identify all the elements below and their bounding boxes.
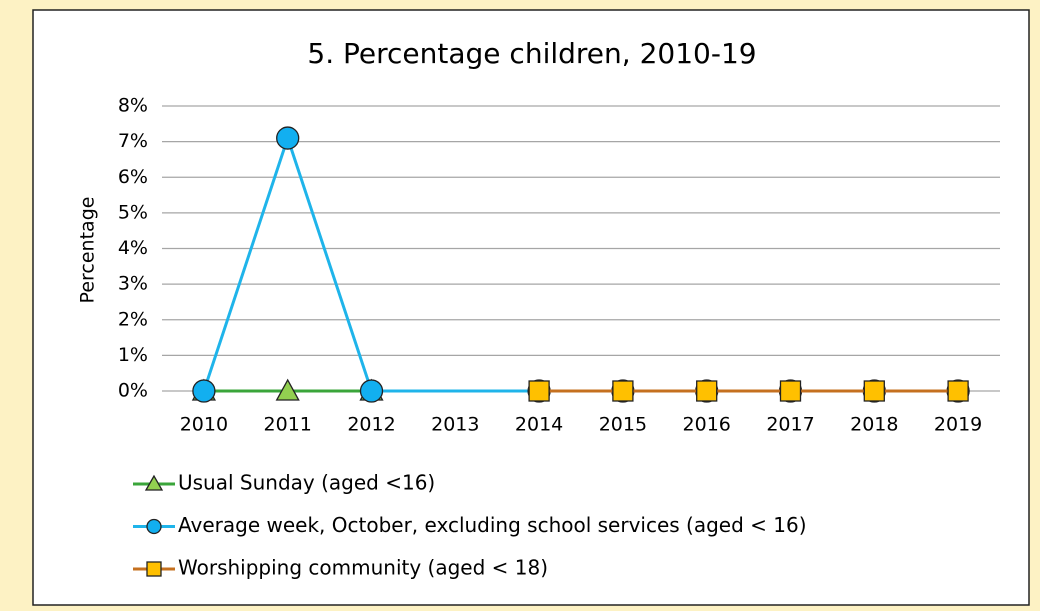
series-marker xyxy=(359,379,384,403)
legend-marker xyxy=(146,561,162,577)
legend-label: Usual Sunday (aged <16) xyxy=(178,471,435,495)
series-marker xyxy=(192,379,216,403)
series-marker xyxy=(779,380,802,402)
x-tick-label: 2017 xyxy=(766,414,814,436)
x-tick-label: 2018 xyxy=(850,414,898,436)
y-tick-label: 2% xyxy=(118,308,148,330)
x-tick-label: 2015 xyxy=(599,414,647,436)
x-tick-label: 2013 xyxy=(431,414,479,436)
y-tick-label: 1% xyxy=(118,344,148,366)
legend-label: Average week, October, excluding school … xyxy=(178,513,807,537)
series-marker xyxy=(947,380,969,402)
series-marker xyxy=(528,380,550,402)
legend-label: Worshipping community (aged < 18) xyxy=(178,556,548,580)
x-tick-label: 2016 xyxy=(683,414,731,436)
y-tick-label: 7% xyxy=(118,130,148,152)
y-tick-label: 6% xyxy=(118,166,148,188)
legend-marker xyxy=(146,518,162,535)
chart-title: 5. Percentage children, 2010-19 xyxy=(307,37,756,70)
series-marker xyxy=(275,378,300,401)
y-tick-label: 5% xyxy=(118,201,148,223)
x-tick-label: 2014 xyxy=(515,414,563,436)
y-tick-label: 0% xyxy=(118,380,148,402)
series-marker xyxy=(863,380,885,402)
series-marker xyxy=(276,126,300,150)
y-tick-label: 4% xyxy=(118,237,148,259)
x-tick-label: 2010 xyxy=(180,414,228,436)
x-tick-label: 2019 xyxy=(934,414,982,436)
chart-panel xyxy=(32,9,1030,606)
y-tick-label: 8% xyxy=(118,95,148,117)
y-axis-label: Percentage xyxy=(77,197,99,304)
series-marker xyxy=(612,380,634,402)
y-tick-label: 3% xyxy=(118,273,148,295)
x-tick-label: 2011 xyxy=(264,414,312,436)
series-marker xyxy=(696,380,718,402)
x-tick-label: 2012 xyxy=(347,414,395,436)
legend-marker xyxy=(144,474,164,491)
